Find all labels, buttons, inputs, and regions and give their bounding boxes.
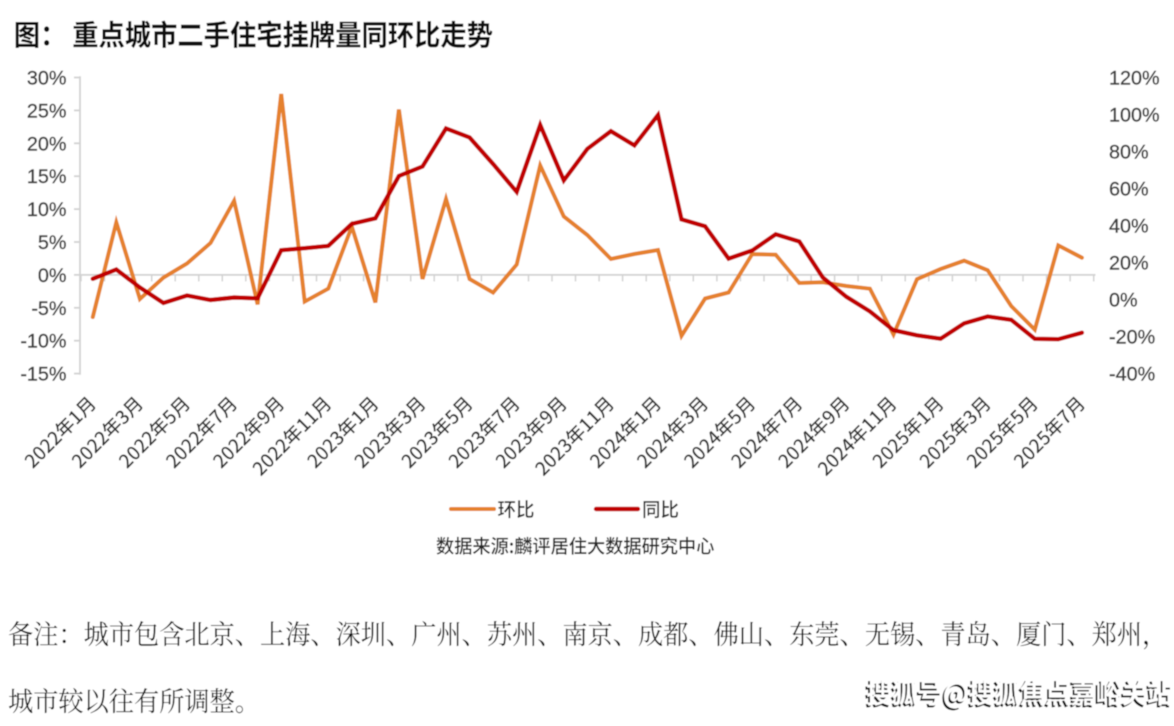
svg-text:80%: 80% [1109,141,1149,163]
svg-text:0%: 0% [38,265,67,287]
svg-text:60%: 60% [1109,178,1149,200]
svg-text:10%: 10% [27,199,67,221]
svg-text:-15%: -15% [20,364,66,386]
svg-text:25%: 25% [27,100,67,122]
svg-text:-40%: -40% [1109,363,1155,385]
svg-text:-10%: -10% [20,331,66,353]
svg-text:40%: 40% [1109,215,1149,237]
svg-text:30%: 30% [27,68,67,90]
svg-text:-20%: -20% [1109,326,1155,348]
svg-text:-5%: -5% [31,298,66,320]
svg-text:100%: 100% [1109,105,1160,127]
svg-text:0%: 0% [1109,289,1138,311]
svg-text:15%: 15% [27,166,67,188]
svg-text:20%: 20% [27,133,67,155]
svg-text:20%: 20% [1109,252,1149,274]
svg-text:120%: 120% [1109,68,1160,90]
svg-text:5%: 5% [38,232,67,254]
